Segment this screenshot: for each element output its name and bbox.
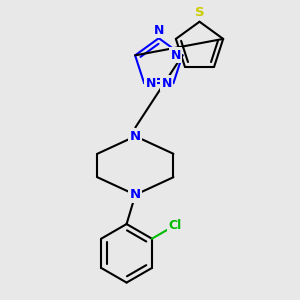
Text: N: N <box>130 188 141 201</box>
Text: N: N <box>146 77 156 90</box>
Text: S: S <box>195 6 204 19</box>
Text: N: N <box>162 77 172 90</box>
Text: Cl: Cl <box>168 219 182 232</box>
Text: N: N <box>171 49 181 62</box>
Text: N: N <box>154 24 164 37</box>
Text: N: N <box>130 130 141 143</box>
